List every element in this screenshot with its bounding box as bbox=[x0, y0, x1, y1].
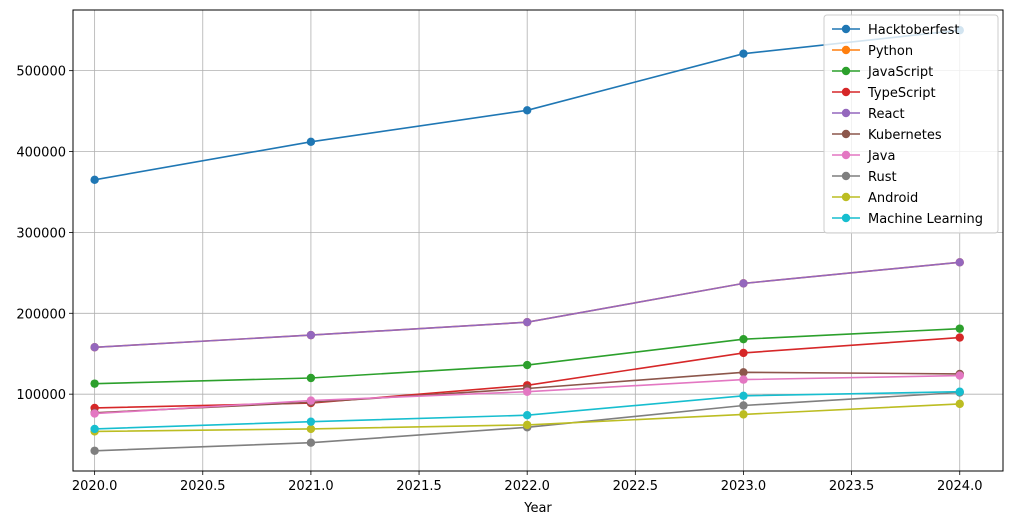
x-tick-label: 2024.0 bbox=[937, 479, 983, 494]
data-point bbox=[90, 343, 99, 352]
legend-swatch-marker bbox=[841, 87, 851, 97]
legend-swatch-marker bbox=[841, 171, 851, 181]
legend-swatch-marker bbox=[841, 45, 851, 55]
data-point bbox=[306, 330, 316, 340]
data-point bbox=[90, 379, 99, 388]
x-axis-label: Year bbox=[523, 501, 552, 516]
series-javascript bbox=[90, 324, 964, 388]
legend-label: JavaScript bbox=[867, 65, 933, 80]
y-tick-label: 400000 bbox=[16, 146, 66, 161]
series-machine-learning bbox=[90, 387, 964, 434]
data-point bbox=[306, 424, 316, 434]
data-point bbox=[739, 49, 748, 58]
series-android bbox=[90, 399, 964, 436]
x-tick-label: 2020.5 bbox=[180, 479, 226, 494]
data-point bbox=[955, 371, 964, 380]
x-tick-label: 2022.0 bbox=[504, 479, 550, 494]
data-point bbox=[522, 106, 532, 115]
x-tick-label: 2023.0 bbox=[721, 479, 767, 494]
legend-item: React bbox=[832, 107, 905, 122]
x-tick-label: 2022.5 bbox=[613, 479, 659, 494]
data-point bbox=[955, 387, 964, 396]
legend-item: Machine Learning bbox=[832, 212, 983, 227]
data-point bbox=[739, 368, 748, 377]
legend-item: Hacktoberfest bbox=[832, 23, 960, 38]
data-point bbox=[306, 417, 316, 426]
series-java bbox=[90, 371, 964, 418]
legend-label: TypeScript bbox=[867, 86, 936, 101]
legend-swatch-marker bbox=[841, 213, 851, 223]
legend-box bbox=[823, 14, 999, 234]
legend-item: TypeScript bbox=[832, 86, 936, 101]
legend-swatch-marker bbox=[841, 108, 851, 118]
legend-label: Python bbox=[868, 44, 913, 59]
data-point bbox=[522, 410, 532, 420]
x-tick-label: 2021.5 bbox=[396, 479, 442, 494]
legend-item: Python bbox=[832, 44, 913, 59]
series-react bbox=[90, 258, 964, 352]
ticks: 2020.0 2020.5 2021.0 2021.5 2022.0 2022.5 2023… bbox=[16, 65, 982, 494]
data-point bbox=[955, 258, 964, 267]
legend-label: Kubernetes bbox=[868, 128, 942, 143]
data-point bbox=[739, 279, 748, 288]
legend-label: Rust bbox=[868, 170, 897, 185]
data-point bbox=[90, 175, 99, 185]
y-tick-label: 500000 bbox=[16, 65, 66, 80]
data-point bbox=[739, 410, 748, 419]
legend-swatch-marker bbox=[841, 66, 851, 76]
data-point bbox=[306, 438, 316, 447]
legend-swatch-marker bbox=[841, 129, 851, 139]
legend-label: Android bbox=[868, 191, 918, 206]
data-point bbox=[739, 391, 748, 400]
x-tick-label: 2021.0 bbox=[288, 479, 334, 494]
data-point bbox=[739, 375, 748, 384]
legend-item: Android bbox=[832, 191, 918, 206]
legend-item: Rust bbox=[832, 170, 897, 185]
data-point bbox=[739, 334, 748, 344]
legend-item: Java bbox=[832, 149, 895, 164]
x-tick-label: 2020.0 bbox=[72, 479, 118, 494]
x-tick-label: 2023.5 bbox=[829, 479, 875, 494]
data-point bbox=[955, 333, 964, 342]
data-point bbox=[522, 360, 532, 370]
plot-frame bbox=[72, 9, 1004, 472]
data-point bbox=[739, 348, 748, 358]
data-point bbox=[739, 401, 748, 410]
legend-swatch-marker bbox=[841, 192, 851, 202]
legend-label: Hacktoberfest bbox=[868, 23, 960, 38]
data-point bbox=[90, 446, 99, 455]
data-point bbox=[306, 137, 316, 147]
data-point bbox=[90, 424, 99, 434]
y-tick-label: 100000 bbox=[16, 388, 66, 403]
legend-item: JavaScript bbox=[832, 65, 933, 80]
legend-label: Java bbox=[867, 149, 895, 164]
data-point bbox=[522, 387, 532, 396]
legend-swatch-marker bbox=[841, 150, 851, 160]
legend-label: React bbox=[868, 107, 905, 122]
data-point bbox=[306, 396, 316, 405]
data-point bbox=[522, 420, 532, 430]
legend: Hacktoberfest Python JavaScript TypeScript R… bbox=[823, 14, 999, 234]
data-point bbox=[90, 409, 99, 418]
legend-swatch-marker bbox=[841, 24, 851, 34]
data-point bbox=[522, 317, 532, 327]
data-point bbox=[955, 324, 964, 333]
y-tick-label: 200000 bbox=[16, 307, 66, 322]
legend-label: Machine Learning bbox=[868, 212, 983, 227]
legend-item: Kubernetes bbox=[832, 128, 942, 143]
y-tick-label: 300000 bbox=[16, 226, 66, 241]
data-point bbox=[955, 399, 964, 409]
data-point bbox=[306, 373, 316, 383]
